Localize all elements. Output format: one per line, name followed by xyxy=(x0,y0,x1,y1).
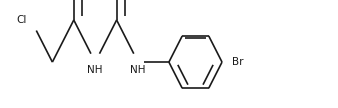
Text: Cl: Cl xyxy=(17,15,27,25)
Text: Br: Br xyxy=(232,57,243,67)
Text: NH: NH xyxy=(88,65,103,75)
Text: NH: NH xyxy=(130,65,146,75)
